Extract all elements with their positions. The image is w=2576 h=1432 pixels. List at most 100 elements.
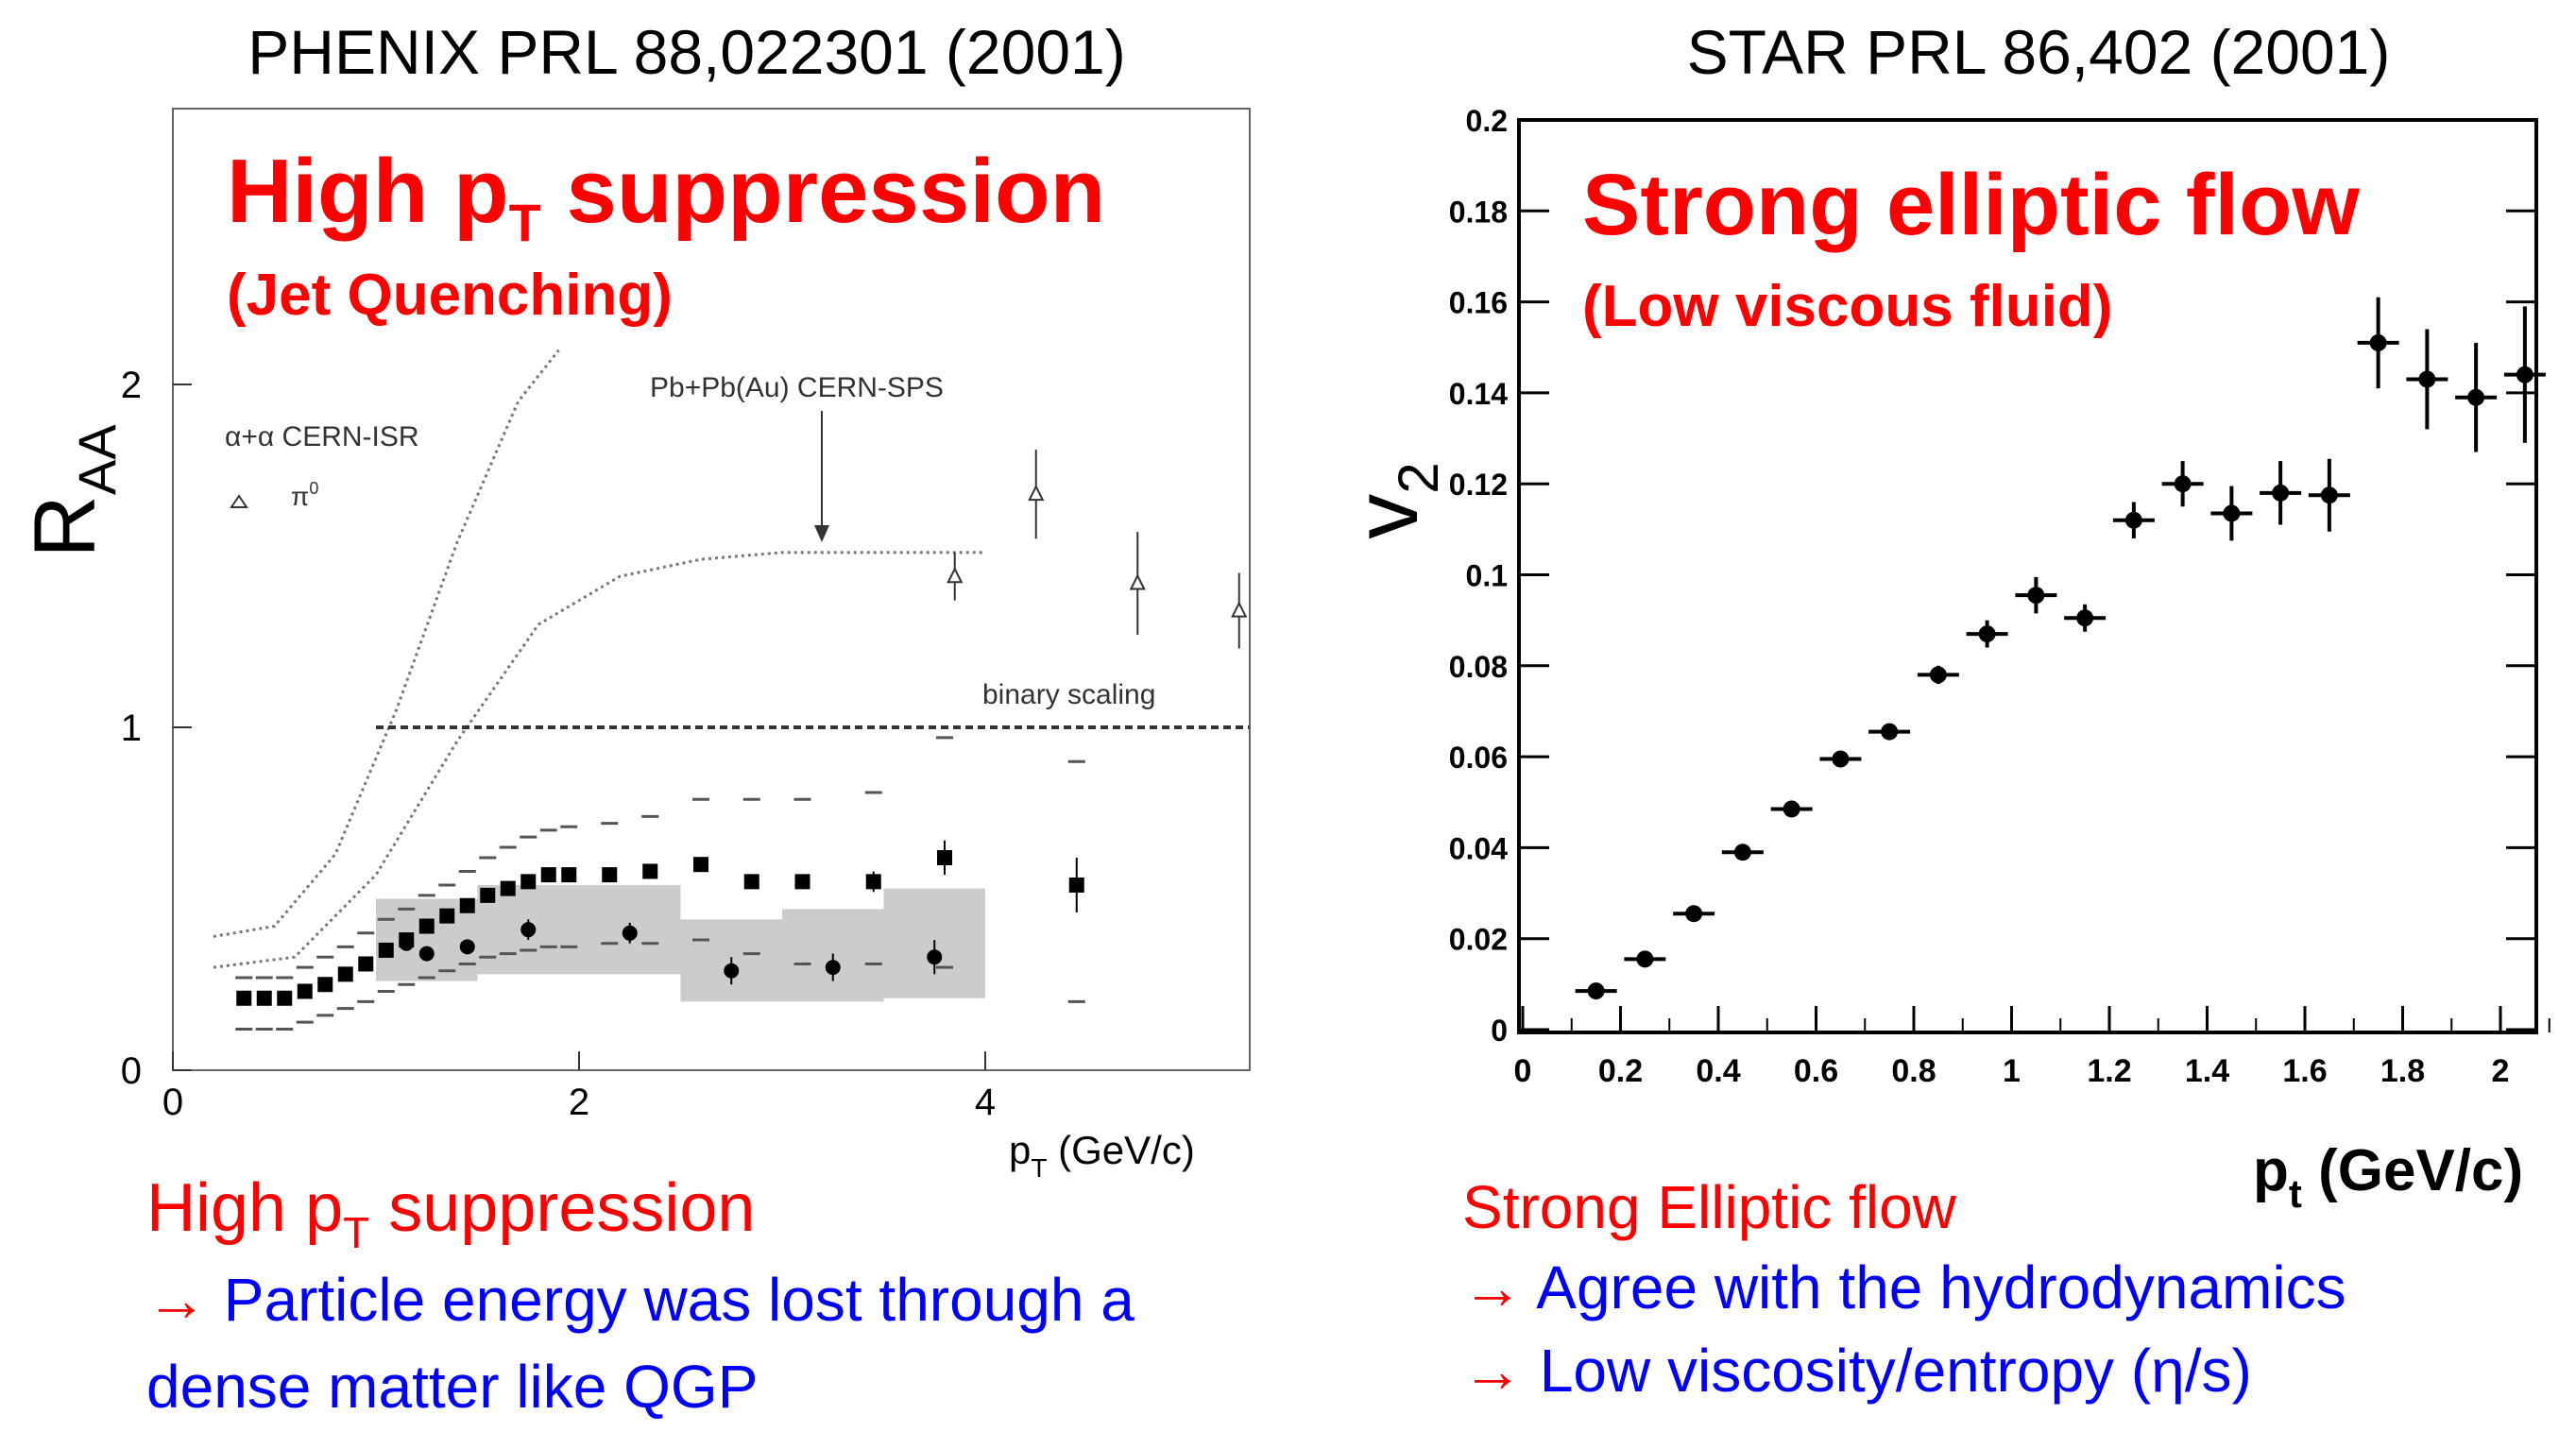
x-tick-label: 0.6 xyxy=(1794,1053,1838,1089)
y-tick-label: 0.06 xyxy=(1449,741,1508,775)
square-point xyxy=(337,966,353,982)
y-tick-label: 0.12 xyxy=(1449,468,1508,502)
triangle-point xyxy=(947,567,964,584)
v2-point xyxy=(2272,484,2290,502)
v2-point xyxy=(1733,844,1751,861)
right-overlay-title: Strong elliptic flow xyxy=(1582,157,2360,253)
y-tick-label: 0 xyxy=(1491,1014,1508,1048)
v2-point xyxy=(1881,723,1899,741)
square-point xyxy=(937,849,952,865)
y-tick-label: 0.04 xyxy=(1449,831,1508,865)
square-point xyxy=(378,942,394,958)
v2-point xyxy=(2124,511,2142,529)
right-x-axis-label: pt (GeV/c) xyxy=(2253,1138,2523,1216)
left-curves xyxy=(213,349,985,969)
left-panel: PHENIX PRL 88,022301 (2001) 0 2 4 0 1 2 Pb+Pb… xyxy=(17,17,1251,1421)
y-tick-label: 0.2 xyxy=(1466,104,1508,138)
v2-point xyxy=(2076,609,2094,627)
x-tick-label: 0.2 xyxy=(1598,1053,1643,1089)
square-point xyxy=(256,990,272,1006)
square-point xyxy=(743,874,759,890)
binary-scaling-label: binary scaling xyxy=(982,679,1155,710)
right-caption-title: Strong Elliptic flow xyxy=(1462,1173,1957,1241)
triangle-point xyxy=(1231,601,1248,618)
left-dashed-markers xyxy=(235,736,1085,1031)
square-point xyxy=(480,887,496,903)
v2-point xyxy=(2369,333,2387,351)
v2-point xyxy=(2516,366,2533,384)
v2-point xyxy=(2027,587,2045,605)
v2-point xyxy=(2320,486,2338,504)
v2-point xyxy=(1978,625,1996,643)
square-point xyxy=(317,977,333,993)
square-point xyxy=(561,867,577,883)
square-point xyxy=(439,908,455,924)
x-tick-label: 0 xyxy=(162,1082,183,1123)
curve-0 xyxy=(213,349,560,938)
right-overlay-subtitle: (Low viscous fluid) xyxy=(1582,274,2112,339)
y-tick-label: 0.16 xyxy=(1449,286,1508,320)
left-overlay-subtitle: (Jet Quenching) xyxy=(227,263,673,328)
circle-point xyxy=(927,949,943,965)
y-tick-label: 0 xyxy=(121,1050,142,1092)
v2-point xyxy=(1783,800,1800,818)
right-caption-line3: → Low viscosity/entropy (η/s) xyxy=(1462,1337,2252,1405)
v2-point xyxy=(2223,504,2241,522)
v2-point xyxy=(2467,388,2485,406)
right-plot-frame xyxy=(1517,118,2538,1034)
square-point xyxy=(236,990,252,1006)
legend-triangle-marker xyxy=(230,494,248,508)
square-point xyxy=(1068,877,1084,893)
legend-label: α+α CERN-ISR xyxy=(225,421,419,452)
curve-1 xyxy=(213,551,985,969)
v2-point xyxy=(1685,905,1703,923)
left-caption-line2: → Particle energy was lost through a xyxy=(146,1266,1134,1334)
x-tick-label: 2 xyxy=(569,1082,589,1123)
circle-point xyxy=(622,925,638,941)
x-tick-label: 0.8 xyxy=(1891,1053,1936,1089)
x-tick-label: 1.2 xyxy=(2087,1053,2131,1089)
square-point xyxy=(602,867,618,883)
left-overlay-title: High pT suppression xyxy=(227,141,1105,252)
left-header: PHENIX PRL 88,022301 (2001) xyxy=(247,17,1125,87)
square-point xyxy=(520,874,537,890)
square-point xyxy=(693,857,708,873)
v2-point xyxy=(1832,750,1850,768)
right-caption-line2: → Agree with the hydrodynamics xyxy=(1462,1253,2346,1321)
v2-point xyxy=(2418,370,2436,388)
y-tick-label: 0.14 xyxy=(1449,377,1508,411)
circle-point xyxy=(418,946,435,962)
square-point xyxy=(277,990,293,1006)
x-tick-label: 4 xyxy=(975,1082,996,1123)
x-tick-label: 1.4 xyxy=(2185,1053,2229,1089)
square-point xyxy=(500,880,516,896)
circle-point xyxy=(724,963,740,979)
y-tick-label: 0.1 xyxy=(1466,559,1508,593)
square-point xyxy=(459,897,475,913)
square-point xyxy=(794,874,810,890)
x-tick-label: 0.4 xyxy=(1696,1053,1740,1089)
right-axis-ticks: 0 0.2 0.4 0.6 0.8 1 1.2 1.4 1.6 1.8 2 0 0.02 0.04 0.06… xyxy=(1449,104,2550,1089)
systematic-box-1 xyxy=(477,884,681,975)
circle-point xyxy=(459,939,475,955)
x-tick-label: 2 xyxy=(2492,1053,2510,1089)
square-point xyxy=(418,918,435,934)
sps-arrow-head xyxy=(814,525,829,542)
x-tick-label: 1.6 xyxy=(2282,1053,2327,1089)
legend-marker-label: π0 xyxy=(291,479,318,511)
y-tick-label: 0.08 xyxy=(1449,650,1508,684)
right-y-axis-label: v2 xyxy=(1336,462,1450,538)
circle-point xyxy=(399,935,415,951)
y-tick-label: 0.02 xyxy=(1449,923,1508,957)
v2-point xyxy=(1929,666,1947,684)
right-data-points xyxy=(1575,297,2546,1000)
circle-point xyxy=(520,922,537,938)
square-point xyxy=(297,983,313,999)
y-tick-label: 0.18 xyxy=(1449,195,1508,229)
v2-point xyxy=(1587,982,1605,1000)
left-plot-frame xyxy=(172,108,1251,1071)
triangle-point xyxy=(1129,573,1146,590)
v2-point xyxy=(2174,475,2192,493)
y-tick-label: 2 xyxy=(121,365,142,406)
